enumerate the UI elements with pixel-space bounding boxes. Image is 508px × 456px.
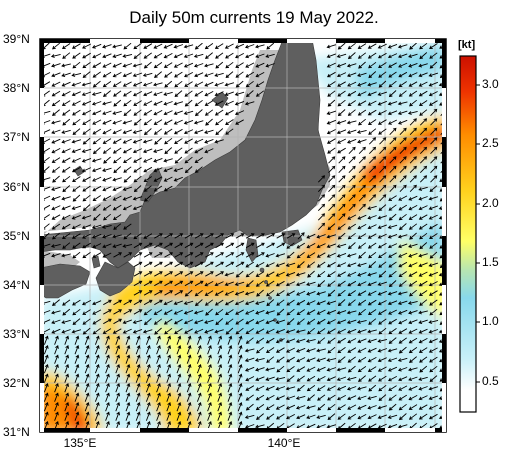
map-title: Daily 50m currents 19 May 2022. bbox=[129, 8, 379, 27]
map-frame bbox=[39, 38, 447, 433]
lat-label-38: 38°N bbox=[3, 81, 30, 95]
colorbar bbox=[459, 55, 480, 413]
colorbar-label-3.0: 3.0 bbox=[482, 77, 499, 91]
current-vectors bbox=[40, 42, 446, 431]
lat-label-36: 36°N bbox=[3, 180, 30, 194]
lat-label-32: 32°N bbox=[3, 376, 30, 390]
lat-label-35: 35°N bbox=[3, 229, 30, 243]
lon-label-135: 135°E bbox=[63, 436, 97, 450]
grid-lines bbox=[40, 39, 446, 432]
lat-label-31: 31°N bbox=[3, 425, 30, 439]
colorbar-label-1.0: 1.0 bbox=[482, 314, 499, 328]
lat-label-34: 34°N bbox=[3, 278, 30, 292]
colorbar-label-0.5: 0.5 bbox=[482, 374, 499, 388]
colorbar-unit: [kt] bbox=[458, 39, 476, 51]
land-japan bbox=[40, 39, 331, 342]
colorbar-label-1.5: 1.5 bbox=[482, 255, 499, 269]
plot-area bbox=[40, 39, 446, 432]
lat-label-37: 37°N bbox=[3, 130, 30, 144]
colorbar-label-2.5: 2.5 bbox=[482, 136, 499, 150]
colorbar-label-2.0: 2.0 bbox=[482, 196, 499, 210]
lat-label-33: 33°N bbox=[3, 327, 30, 341]
lat-label-39: 39°N bbox=[3, 32, 30, 46]
lon-label-140: 140°E bbox=[267, 436, 301, 450]
